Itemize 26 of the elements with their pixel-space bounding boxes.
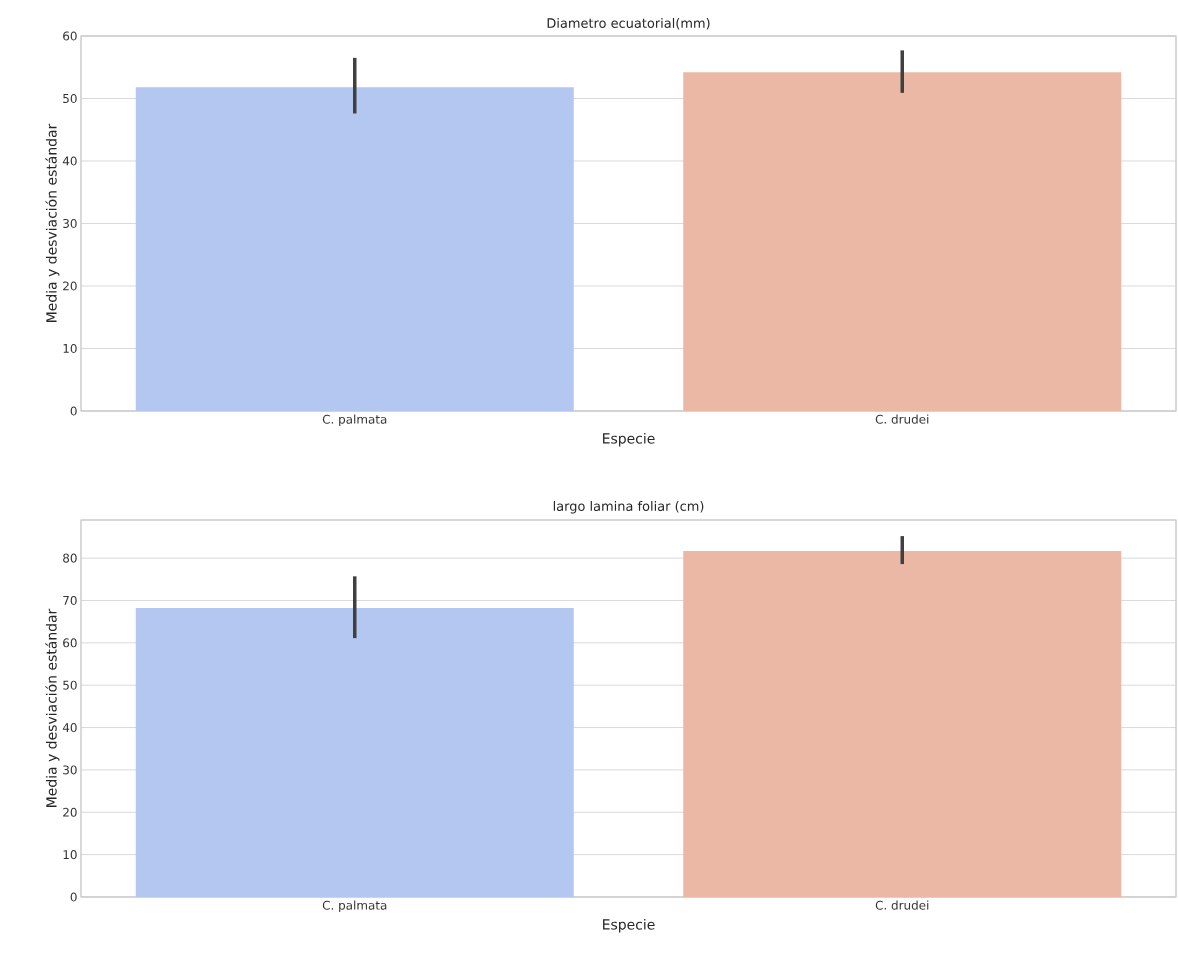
y-tick-label: 50 [63, 93, 77, 104]
y-tick-label: 30 [63, 765, 77, 775]
y-tick-label: 70 [63, 595, 77, 605]
y-tick-label: 0 [70, 406, 77, 416]
y-tick-label: 80 [63, 553, 77, 563]
chart-title: Diametro ecuatorial(mm) [547, 17, 710, 30]
y-tick-label: 50 [63, 680, 77, 690]
y-axis-title: Media y desviación estándar [45, 123, 60, 322]
y-tick-label: 40 [62, 723, 77, 733]
x-tick-label: C. drudei [875, 900, 929, 910]
y-tick-label: 0 [70, 892, 77, 902]
y-tick-label: 10 [63, 343, 77, 353]
y-tick-label: 10 [63, 850, 77, 860]
x-axis-title: Especie [603, 918, 655, 933]
y-tick-label: 60 [63, 638, 77, 648]
y-tick-label: 20 [63, 807, 77, 817]
y-tick-label: 40 [62, 156, 77, 166]
x-axis-title: Especie [603, 432, 655, 447]
x-tick-label: C. drudei [875, 414, 929, 424]
y-tick-label: 30 [63, 218, 77, 229]
y-tick-label: 60 [63, 31, 77, 41]
y-tick-label: 20 [63, 281, 77, 291]
y-axis-title: Media y desviación estándar [45, 608, 60, 807]
x-tick-label: C. palmata [322, 414, 387, 427]
chart-title: largo lamina foliar (cm) [553, 500, 704, 514]
x-tick-label: C. palmata [322, 900, 387, 913]
